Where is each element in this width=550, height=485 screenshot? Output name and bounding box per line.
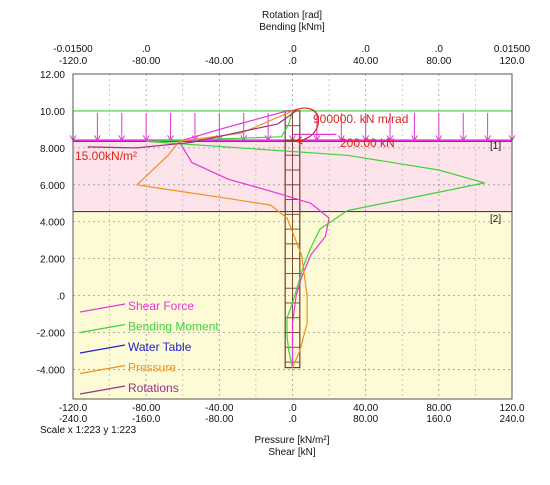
top-tick-bending-0: -120.0 (59, 56, 88, 67)
series-rotation (87, 110, 297, 149)
top-tick-rotation-4: .0 (435, 44, 444, 55)
stage-label-1: [1] (490, 141, 501, 152)
legend-line-rotation (79, 385, 126, 395)
top-axis-title-rotation: Rotation [rad] (262, 10, 322, 21)
stage-label-2: [2] (490, 214, 501, 225)
bottom-tick-labels: -120.0-240.0-80.00-160.0-40.00-80.00.0.0… (59, 403, 525, 425)
legend-label-shear: Shear Force (128, 299, 194, 313)
bottom-tick-shear-3: .0 (288, 414, 297, 425)
spring-arc (292, 107, 320, 142)
legend-label-rotation: Rotations (128, 381, 179, 395)
legend-line-bending (79, 323, 126, 334)
bottom-tick-pressure-1: -80.00 (132, 403, 161, 414)
bottom-tick-shear-1: -160.0 (132, 414, 161, 425)
top-tick-rotation-2: .0 (288, 44, 297, 55)
bottom-tick-pressure-2: -40.00 (205, 403, 234, 414)
y-tick-label-1: 10.00 (40, 107, 65, 118)
top-tick-rotation-5: 0.01500 (494, 44, 531, 55)
top-tick-bending-2: -40.00 (205, 56, 234, 67)
scale-text: Scale x 1:223 y 1:223 (40, 425, 137, 436)
y-tick-label-8: -4.000 (37, 365, 66, 376)
spring-annotation: 900000. kN m/rad (313, 112, 408, 126)
bottom-tick-pressure-4: 40.00 (353, 403, 378, 414)
legend-label-water: Water Table (128, 340, 192, 354)
top-tick-rotation-3: .0 (361, 44, 370, 55)
series-shear (178, 110, 330, 368)
bottom-axis-title-shear: Shear [kN] (268, 447, 315, 458)
spring-symbol (292, 107, 337, 145)
top-tick-bending-6: 120.0 (499, 56, 524, 67)
legend-label-pressure: Pressure (128, 361, 176, 375)
bottom-tick-shear-5: 160.0 (426, 414, 451, 425)
y-tick-label-0: 12.00 (40, 70, 65, 81)
point-load-annotation: 200.00 kN (340, 136, 395, 150)
legend-line-shear (79, 303, 126, 313)
y-tick-label-4: 4.000 (40, 218, 65, 229)
legend: Shear Force Bending Moment Water Table Pres… (79, 299, 219, 395)
top-tick-rotation-0: -0.01500 (53, 44, 93, 55)
series-bending (145, 110, 486, 368)
y-tick-label-7: -2.000 (37, 329, 66, 340)
bottom-tick-shear-6: 240.0 (499, 414, 524, 425)
bottom-tick-shear-4: 80.00 (353, 414, 378, 425)
top-tick-bending-1: -80.00 (132, 56, 161, 67)
y-tick-label-3: 6.000 (40, 181, 65, 192)
top-tick-bending-5: 80.00 (426, 56, 451, 67)
bottom-tick-shear-0: -240.0 (59, 414, 88, 425)
y-tick-label-5: 2.000 (40, 255, 65, 266)
top-axis-title-bending: Bending [kNm] (259, 22, 325, 33)
bottom-tick-pressure-3: .0 (288, 403, 297, 414)
bottom-tick-pressure-6: 120.0 (499, 403, 524, 414)
bottom-axis-title-pressure: Pressure [kN/m²] (254, 435, 329, 446)
bottom-tick-pressure-0: -120.0 (59, 403, 88, 414)
bottom-tick-shear-2: -80.00 (205, 414, 234, 425)
top-tick-rotation-1: .0 (142, 44, 151, 55)
legend-line-pressure (79, 364, 126, 375)
legend-line-water (79, 344, 126, 354)
plot-frame (72, 73, 513, 400)
bottom-tick-pressure-5: 80.00 (426, 403, 451, 414)
spring-arrowhead (295, 136, 303, 145)
top-tick-bending-4: 40.00 (353, 56, 378, 67)
top-tick-labels: -0.01500.0.0.0.0 0.01500-120.0 -80.00 -40.0… (53, 44, 530, 67)
legend-label-bending: Bending Moment (128, 320, 219, 334)
y-tick-label-2: 8.000 (40, 144, 65, 155)
y-tick-label-6: .0 (57, 292, 66, 303)
top-tick-bending-3: .0 (288, 56, 297, 67)
y-tick-labels: 12.00 10.00 8.000 6.000 4.000 2.000 .0 -2.000 -4… (37, 70, 66, 376)
series-lines (87, 110, 486, 368)
surcharge-annotation: 15.00kN/m² (75, 149, 137, 163)
